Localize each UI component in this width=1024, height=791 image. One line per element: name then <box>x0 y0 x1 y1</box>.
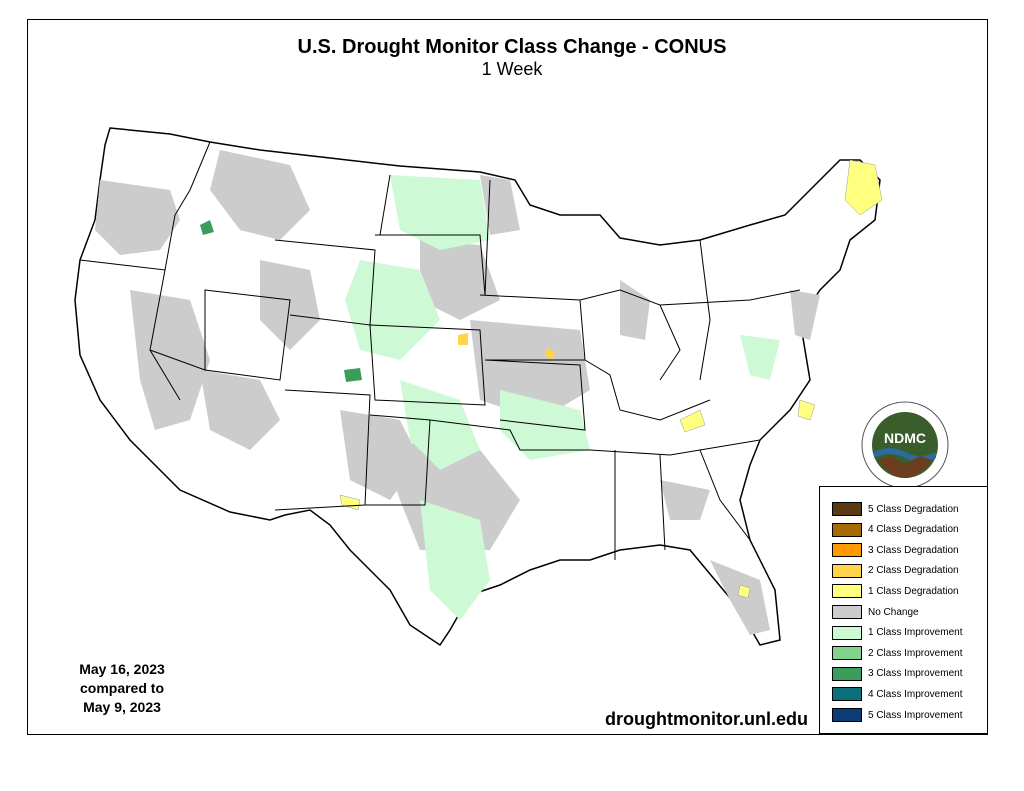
source-url[interactable]: droughtmonitor.unl.edu <box>605 709 808 729</box>
legend-swatch <box>832 563 862 578</box>
legend: 5 Class Degradation 4 Class Degradation 3 … <box>819 486 988 734</box>
legend-item: 1 Class Degradation <box>832 583 959 599</box>
legend-swatch <box>832 543 862 558</box>
legend-item: 4 Class Degradation <box>832 522 959 538</box>
date-comparison: May 16, 2023 compared to May 9, 2023 <box>60 660 184 717</box>
legend-swatch <box>832 605 862 619</box>
svg-text:NDMC: NDMC <box>884 430 926 446</box>
legend-item: 5 Class Improvement <box>832 707 962 723</box>
legend-label: 2 Class Improvement <box>868 647 963 659</box>
legend-swatch <box>832 625 862 640</box>
legend-item: 4 Class Improvement <box>832 686 962 702</box>
legend-swatch <box>832 666 862 681</box>
date-compared-label: compared to <box>79 680 164 696</box>
legend-swatch <box>832 646 862 661</box>
legend-item: 5 Class Degradation <box>832 501 959 517</box>
state-boundaries <box>79 141 801 560</box>
legend-swatch <box>832 687 862 702</box>
legend-item: 1 Class Improvement <box>832 625 962 641</box>
legend-item: 3 Class Improvement <box>832 666 962 682</box>
legend-swatch <box>832 502 862 516</box>
legend-label: 3 Class Improvement <box>868 668 963 680</box>
legend-label: 1 Class Improvement <box>868 627 963 639</box>
degradation-regions <box>339 159 883 599</box>
degradation-2-regions <box>458 333 555 360</box>
legend-swatch <box>832 584 862 599</box>
legend-item: 3 Class Degradation <box>832 542 959 558</box>
legend-label: 2 Class Degradation <box>868 565 959 577</box>
map-title: U.S. Drought Monitor Class Change - CONU… <box>297 36 727 58</box>
date-previous: May 9, 2023 <box>83 699 161 715</box>
map-subtitle: 1 Week <box>481 59 543 79</box>
legend-swatch <box>832 708 862 722</box>
legend-label: 5 Class Degradation <box>868 503 959 515</box>
legend-label: 4 Class Degradation <box>868 524 959 536</box>
legend-label: 5 Class Improvement <box>868 709 963 721</box>
legend-label: 1 Class Degradation <box>868 585 959 597</box>
legend-item: 2 Class Improvement <box>832 645 962 661</box>
conus-map <box>74 127 883 647</box>
improvement-2-3-regions <box>200 220 362 382</box>
improvement-regions <box>345 175 780 620</box>
legend-label: No Change <box>868 606 919 618</box>
no-change-regions <box>95 150 820 635</box>
ndmc-logo: NDMC <box>861 401 949 489</box>
legend-item: 2 Class Degradation <box>832 563 959 579</box>
date-current: May 16, 2023 <box>79 661 165 677</box>
legend-swatch <box>832 522 862 537</box>
legend-label: 3 Class Degradation <box>868 544 959 556</box>
legend-item: No Change <box>832 604 919 620</box>
legend-label: 4 Class Improvement <box>868 688 963 700</box>
